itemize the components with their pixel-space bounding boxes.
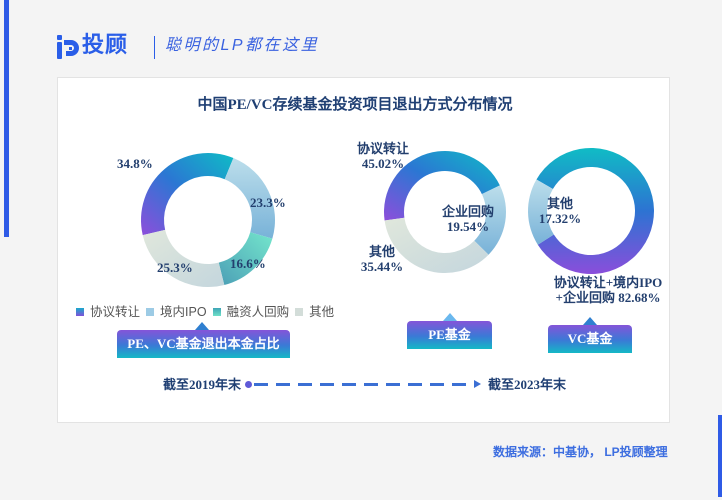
legend-item-financier-buyback: 融资人回购 [212, 304, 290, 320]
donut-segment [141, 153, 234, 236]
data-label-other: 其他 17.32% [538, 196, 582, 226]
legend-item-domestic-ipo: 境内IPO [146, 304, 207, 320]
arrow-right-icon [474, 380, 481, 388]
pointer-triangle-icon [583, 317, 597, 325]
donut-segment [474, 185, 506, 255]
tag-vc-fund: VC基金 [548, 325, 632, 353]
donut-segment [536, 148, 654, 274]
data-label-agreement-transfer: 34.8% [117, 156, 153, 171]
timeline-end-label: 截至2023年末 [488, 377, 567, 392]
chart-legend: 协议转让 境内IPO 融资人回购 其他 [76, 304, 340, 320]
data-label-company-buyback: 企业回购 19.54% [441, 204, 494, 234]
legend-item-other: 其他 [295, 304, 334, 320]
legend-label: 融资人回购 [226, 305, 290, 319]
lp-logo-icon [57, 35, 79, 59]
donut-segment [384, 151, 500, 221]
accent-bar-left [4, 0, 9, 237]
brand-name: 投顾 [82, 32, 129, 57]
donut-segment [218, 232, 273, 285]
tag-overall: PE、VC基金退出本金占比 [117, 330, 290, 358]
legend-swatch-icon [212, 308, 221, 316]
donut-segment [384, 217, 489, 273]
legend-label: 协议转让 [90, 305, 141, 319]
data-label-financier-buyback: 16.6% [230, 256, 266, 271]
pointer-triangle-icon [443, 313, 457, 321]
timeline-start-label: 截至2019年末 [163, 377, 242, 392]
donut-segment [528, 179, 554, 245]
legend-swatch-icon [295, 308, 304, 316]
tag-pe-fund: PE基金 [407, 321, 492, 349]
legend-item-agreement-transfer: 协议转让 [76, 304, 140, 320]
donut-segment [142, 229, 225, 287]
timeline-dashed-line [254, 383, 474, 386]
data-label-agreement-transfer: 协议转让 45.02% [356, 141, 409, 171]
legend-label: 境内IPO [160, 305, 207, 319]
chart-title: 中国PE/VC存续基金投资项目退出方式分布情况 [197, 97, 513, 113]
legend-swatch-icon [146, 308, 155, 316]
donut-chart-overall-2019 [141, 153, 275, 287]
tagline: 聪明的LP都在这里 [165, 37, 320, 54]
timeline-dot-icon [245, 381, 252, 388]
legend-swatch-icon [76, 308, 84, 316]
donut-chart-vc-2023 [528, 148, 654, 274]
pointer-triangle-icon [195, 322, 209, 330]
brand-divider [154, 36, 155, 59]
edge-strip [722, 0, 725, 500]
data-source-note: 数据来源：中基协， LP投顾整理 [493, 445, 668, 459]
data-label-combined-exits: 协议转让+境内IPO +企业回购 82.68% [553, 275, 663, 305]
accent-bar-right [718, 415, 722, 497]
data-label-other: 其他 35.44% [360, 244, 404, 274]
data-label-domestic-ipo: 23.3% [250, 195, 286, 210]
data-label-other: 25.3% [157, 260, 193, 275]
donut-segment [224, 158, 275, 239]
legend-label: 其他 [309, 305, 335, 319]
donut-chart-pe-2023 [384, 151, 506, 273]
